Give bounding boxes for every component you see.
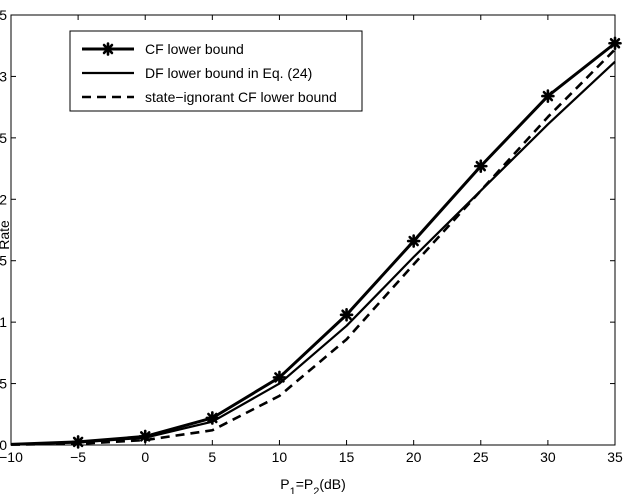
- series-2: [10, 60, 616, 446]
- data-point: [339, 307, 354, 322]
- y-tick-label: 2: [0, 191, 7, 207]
- legend-label: CF lower bound: [145, 41, 244, 57]
- x-tick-label: 25: [473, 449, 489, 465]
- legend-marker: [101, 42, 115, 56]
- x-tick-label: 10: [272, 449, 288, 465]
- y-tick-label: 0: [0, 437, 7, 453]
- y-tick-label: 3: [0, 68, 7, 84]
- ticks: [10, 14, 616, 446]
- legend: CF lower bound DF lower bound in Eq. (24)…: [69, 30, 363, 112]
- tick-labels: −10 −5 0 5 10 15 20 25 30 35 0 0.5 1 1.5 2 2.5 3 3.5: [0, 7, 623, 465]
- legend-label: state−ignorant CF lower bound: [145, 89, 337, 105]
- x-tick-label: 0: [141, 449, 149, 465]
- y-tick-label: 0.5: [0, 376, 7, 392]
- x-axis-label: P1=P2(dB): [280, 476, 346, 494]
- x-tick-label: 30: [540, 449, 556, 465]
- x-tick-label: −5: [70, 449, 86, 465]
- data-point: [541, 89, 555, 103]
- x-tick-label: 20: [406, 449, 422, 465]
- legend-entry: DF lower bound in Eq. (24): [82, 65, 312, 81]
- plot-frame: [10, 14, 616, 446]
- series-3: [10, 48, 616, 446]
- legend-entry: state−ignorant CF lower bound: [82, 89, 337, 105]
- x-tick-label: −10: [0, 449, 23, 465]
- y-tick-label: 1: [0, 314, 7, 330]
- y-tick-label: 1.5: [0, 253, 7, 269]
- series-line-3: [10, 48, 616, 446]
- x-tick-label: 35: [607, 449, 623, 465]
- x-tick-label: 5: [208, 449, 216, 465]
- series-group: [10, 36, 622, 449]
- legend-entry: CF lower bound: [82, 41, 244, 57]
- series-line-2: [10, 60, 616, 446]
- y-tick-label: 2.5: [0, 130, 7, 146]
- data-point: [473, 159, 488, 173]
- data-point: [608, 36, 622, 51]
- x-tick-label: 15: [339, 449, 355, 465]
- data-point: [406, 234, 421, 248]
- y-axis-label: Rate: [0, 220, 12, 250]
- legend-label: DF lower bound in Eq. (24): [145, 65, 312, 81]
- y-tick-label: 3.5: [0, 7, 7, 23]
